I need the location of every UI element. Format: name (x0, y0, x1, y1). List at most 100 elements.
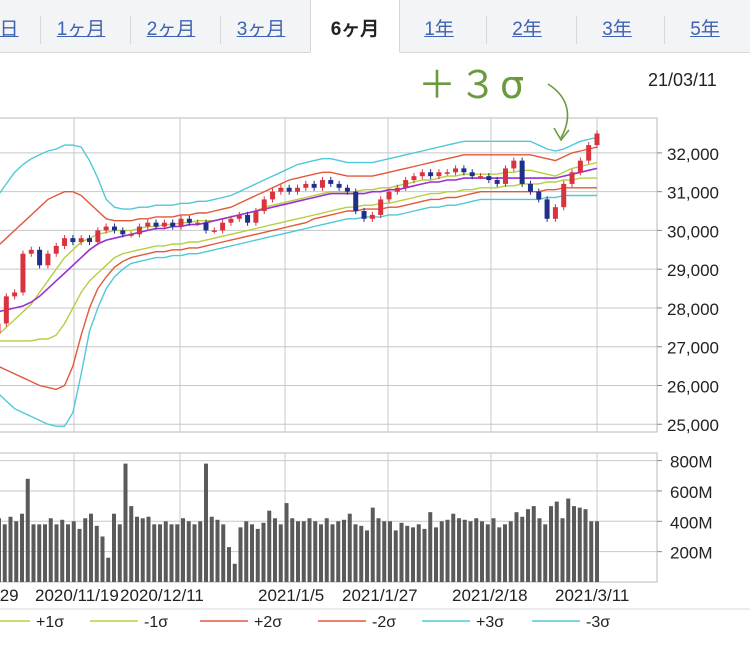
candle-body (444, 172, 450, 174)
price-tick-label: 27,000 (667, 339, 719, 358)
candle-body (153, 222, 159, 227)
x-tick-label: 2021/3/11 (555, 586, 629, 605)
tab-0[interactable]: 日 (0, 19, 19, 40)
tab-2[interactable]: 2ヶ月 (146, 19, 196, 40)
volume-bar (491, 518, 496, 582)
candle-body (303, 183, 309, 188)
volume-bar (347, 513, 352, 582)
volume-bar (238, 527, 243, 582)
candle-body (403, 180, 409, 188)
candle-body (394, 187, 400, 192)
candle-body (211, 230, 217, 232)
volume-bar (342, 519, 346, 582)
candle-body (577, 160, 583, 173)
volume-bar (566, 498, 571, 582)
volume-bar (531, 506, 536, 582)
volume-bar (140, 518, 145, 582)
volume-bar (60, 519, 65, 582)
candle-body (120, 230, 126, 235)
candle-body (511, 160, 517, 169)
volume-bar (595, 521, 599, 582)
price-tick-label: 32,000 (667, 145, 719, 164)
candle-body (145, 222, 151, 227)
volume-bar (560, 518, 565, 582)
volume-bar (163, 521, 168, 582)
volume-bar (204, 463, 208, 582)
tab-1[interactable]: 1ヶ月 (56, 19, 106, 40)
volume-bar (301, 521, 306, 582)
candle-body (78, 238, 84, 243)
candle-body (328, 180, 334, 184)
candle-body (37, 249, 43, 266)
volume-bar (2, 524, 7, 582)
volume-bar (77, 528, 82, 582)
volume-tick-label: 800M (670, 453, 713, 472)
tab-3[interactable]: 3ヶ月 (236, 19, 286, 40)
tab-8[interactable]: 5年 (690, 19, 720, 40)
volume-bar (152, 524, 157, 582)
candle-body (536, 191, 542, 200)
volume-bar (434, 527, 438, 582)
volume-bar (20, 513, 24, 582)
volume-bar (330, 524, 335, 582)
volume-bar (526, 509, 530, 582)
tab-5[interactable]: 1年 (424, 19, 454, 40)
volume-bar (462, 519, 467, 582)
volume-bar (445, 519, 450, 582)
tab-separator (220, 16, 221, 44)
candle-body (519, 160, 525, 184)
volume-bar (428, 512, 433, 582)
volume-bar (117, 524, 122, 582)
candle-body (586, 145, 592, 161)
legend-label: -2σ (372, 614, 396, 631)
candle-body (170, 222, 176, 227)
volume-bar (106, 557, 111, 582)
volume-bar (474, 518, 479, 582)
candle-body (270, 191, 276, 200)
tab-4[interactable]: 6ヶ月 (310, 0, 400, 53)
volume-bar (8, 516, 13, 582)
volume-bar (290, 518, 295, 582)
volume-bar (393, 530, 398, 582)
volume-bar (0, 518, 1, 582)
volume-bar (54, 524, 59, 582)
volume-bar (135, 516, 139, 582)
volume-bar (370, 507, 375, 582)
tab-separator (130, 16, 131, 44)
volume-bar (503, 524, 507, 582)
candle-body (461, 168, 467, 173)
band-line-x1x (0, 177, 597, 342)
volume-bar (48, 518, 53, 582)
candle-body (45, 253, 51, 266)
tab-6[interactable]: 2年 (512, 19, 542, 40)
volume-bar (457, 518, 461, 582)
volume-tick-label: 600M (670, 483, 713, 502)
candle-body (544, 199, 550, 219)
candle-body (311, 183, 317, 188)
volume-bar (313, 521, 318, 582)
candle-body (478, 176, 484, 178)
candle-body (95, 230, 101, 243)
tab-separator (664, 16, 665, 44)
candle-body (361, 211, 367, 219)
period-tab-bar: 日 1ヶ月 2ヶ月 3ヶ月 6ヶ月 1年 2年 3年 5年 (0, 0, 750, 53)
volume-bar (112, 513, 116, 582)
volume-bar (175, 524, 180, 582)
volume-bar (14, 521, 19, 582)
band-line-x3x (0, 136, 598, 210)
candle-body (561, 183, 567, 208)
volume-bar (83, 518, 88, 582)
volume-bar (416, 524, 421, 582)
candle-body (453, 168, 459, 173)
volume-bar (405, 525, 410, 582)
tab-7[interactable]: 3年 (602, 19, 632, 40)
volume-bar (480, 521, 484, 582)
volume-bar (376, 518, 381, 582)
candle-body (552, 207, 558, 219)
volume-bar (508, 521, 513, 582)
candle-body (411, 176, 417, 181)
band-line-x2x (0, 146, 598, 245)
volume-bar (549, 506, 553, 582)
candle-body (469, 172, 475, 177)
volume-bar (89, 513, 93, 582)
